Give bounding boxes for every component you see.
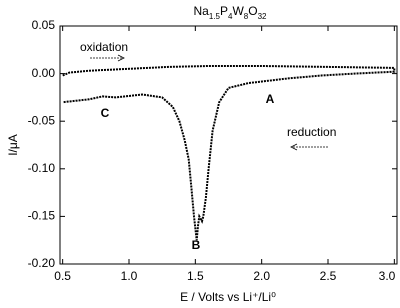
chart-title: Na1.5P4W8O32 <box>194 4 268 20</box>
y-tick-label: 0.05 <box>32 18 56 32</box>
annotation: A <box>266 92 275 106</box>
y-tick-label: -0.15 <box>28 209 56 223</box>
oxidation-arrow <box>90 54 125 62</box>
x-tick-label: 2.5 <box>320 269 337 283</box>
data-line <box>62 65 396 241</box>
annotation: oxidation <box>80 40 128 54</box>
x-tick-label: 2.0 <box>253 269 270 283</box>
plot-frame <box>59 25 398 265</box>
y-tick-label: -0.10 <box>28 161 56 175</box>
x-tick-label: 3.0 <box>379 269 396 283</box>
y-tick-label: -0.05 <box>28 113 56 127</box>
x-tick-label: 1.0 <box>121 269 138 283</box>
annotation: B <box>192 238 201 252</box>
y-tick-label: 0.00 <box>32 66 56 80</box>
y-axis-label: I/μA <box>6 134 20 156</box>
annotation: reduction <box>287 125 336 139</box>
x-tick-label: 1.5 <box>187 269 204 283</box>
x-tick-label: 0.5 <box>54 269 71 283</box>
x-axis-label: E / Volts vs Li⁺/Li⁰ <box>180 290 276 304</box>
annotation: C <box>101 106 110 120</box>
y-tick-label: -0.20 <box>28 256 56 270</box>
reduction-arrow <box>290 143 328 151</box>
